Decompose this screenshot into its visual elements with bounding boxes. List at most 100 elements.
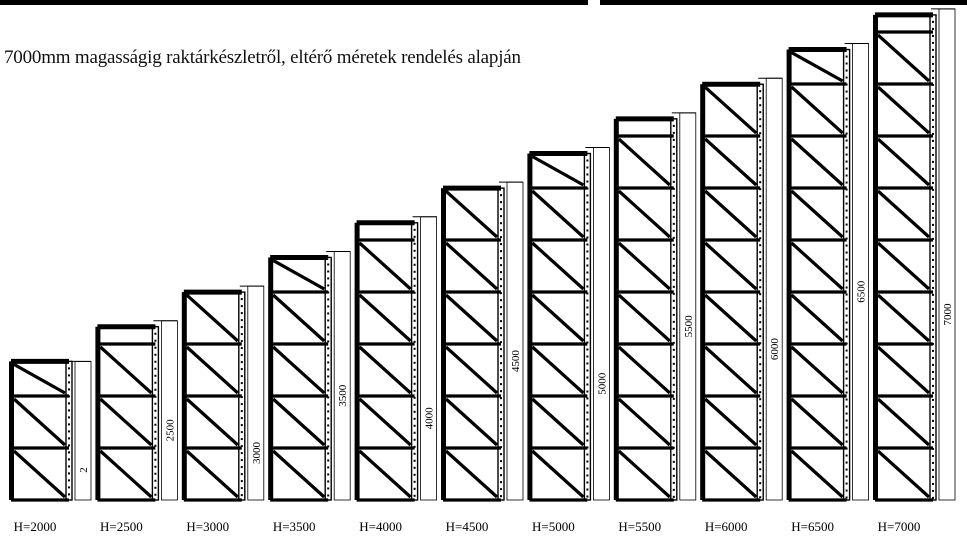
rack-diagonal-brace bbox=[876, 293, 931, 343]
upright-hole bbox=[413, 326, 416, 329]
upright-hole bbox=[845, 272, 848, 275]
upright-hole bbox=[845, 139, 848, 142]
rack-diagonal-brace bbox=[617, 189, 671, 239]
upright-hole bbox=[932, 202, 934, 205]
upright-hole bbox=[586, 180, 589, 183]
upright-hole bbox=[759, 349, 762, 352]
rack-diagonal-brace bbox=[358, 241, 412, 291]
rack-diagonal-brace bbox=[617, 293, 671, 343]
upright-hole bbox=[672, 257, 675, 260]
upright-hole bbox=[932, 34, 934, 37]
upright-hole bbox=[932, 489, 934, 492]
upright-hole bbox=[932, 111, 934, 114]
upright-hole bbox=[932, 146, 934, 149]
upright-hole bbox=[672, 278, 675, 281]
upright-hole bbox=[845, 118, 848, 121]
upright-hole bbox=[845, 377, 848, 380]
dimension-strip bbox=[160, 320, 178, 501]
upright-hole bbox=[932, 41, 934, 44]
upright-hole bbox=[327, 382, 330, 385]
upright-hole bbox=[845, 104, 848, 107]
upright-hole bbox=[240, 403, 243, 406]
rack-diagonal-brace bbox=[12, 397, 67, 447]
upright-hole bbox=[586, 215, 589, 218]
upright-hole bbox=[845, 391, 848, 394]
rack-height-label: H=4000 bbox=[359, 519, 402, 534]
upright-hole bbox=[500, 257, 502, 260]
upright-hole bbox=[672, 369, 675, 372]
upright-hole bbox=[240, 354, 243, 357]
upright-hole bbox=[413, 375, 416, 378]
upright-hole bbox=[240, 410, 243, 413]
dimension-label: 3000 bbox=[251, 442, 263, 465]
upright-hole bbox=[845, 125, 848, 128]
upright-hole bbox=[327, 368, 330, 371]
upright-hole bbox=[672, 432, 675, 435]
upright-hole bbox=[586, 243, 589, 246]
upright-hole bbox=[932, 272, 934, 275]
upright-hole bbox=[932, 20, 934, 23]
rack-diagonal-brace bbox=[790, 137, 844, 187]
upright-hole bbox=[759, 328, 762, 331]
upright-hole bbox=[413, 480, 416, 483]
upright-hole bbox=[500, 418, 502, 421]
upright-hole bbox=[672, 313, 675, 316]
upright-hole bbox=[845, 475, 848, 478]
upright-hole bbox=[932, 349, 934, 352]
rack-upright-left bbox=[786, 49, 792, 501]
upright-hole bbox=[413, 396, 416, 399]
upright-hole bbox=[759, 426, 762, 429]
upright-hole bbox=[68, 444, 70, 447]
upright-hole bbox=[759, 433, 762, 436]
upright-hole bbox=[154, 388, 157, 391]
rack-height-label: H=5500 bbox=[618, 519, 661, 534]
upright-hole bbox=[672, 488, 675, 491]
upright-hole bbox=[845, 132, 848, 135]
upright-hole bbox=[672, 376, 675, 379]
upright-hole bbox=[672, 124, 675, 127]
upright-hole bbox=[845, 321, 848, 324]
upright-hole bbox=[586, 439, 589, 442]
dimension-label: 2 bbox=[78, 467, 90, 473]
rack-diagonal-brace bbox=[444, 293, 499, 343]
upright-hole bbox=[672, 236, 675, 239]
rack-diagonal-brace bbox=[444, 189, 499, 239]
upright-hole bbox=[327, 494, 330, 497]
upright-hole bbox=[586, 222, 589, 225]
upright-hole bbox=[327, 480, 330, 483]
upright-hole bbox=[845, 62, 848, 65]
upright-hole bbox=[759, 468, 762, 471]
upright-hole bbox=[932, 307, 934, 310]
upright-hole bbox=[759, 118, 762, 121]
upright-hole bbox=[845, 209, 848, 212]
rack-diagonal-brace bbox=[704, 293, 758, 343]
upright-hole bbox=[154, 423, 157, 426]
upright-hole bbox=[586, 208, 589, 211]
upright-hole bbox=[413, 417, 416, 420]
upright-hole bbox=[500, 488, 502, 491]
upright-hole bbox=[845, 97, 848, 100]
upright-hole bbox=[327, 424, 330, 427]
rack-diagonal-brace bbox=[12, 449, 67, 499]
upright-hole bbox=[932, 55, 934, 58]
upright-hole bbox=[500, 432, 502, 435]
upright-hole bbox=[154, 367, 157, 370]
upright-hole bbox=[845, 160, 848, 163]
rack-diagonal-brace bbox=[876, 137, 931, 187]
upright-hole bbox=[672, 215, 675, 218]
rack-diagonal-brace bbox=[617, 397, 671, 447]
upright-hole bbox=[672, 397, 675, 400]
upright-hole bbox=[154, 339, 157, 342]
upright-hole bbox=[586, 334, 589, 337]
upright-hole bbox=[586, 418, 589, 421]
upright-hole bbox=[759, 90, 762, 93]
upright-hole bbox=[586, 327, 589, 330]
upright-hole bbox=[413, 249, 416, 252]
upright-hole bbox=[932, 97, 934, 100]
rack-diagonal-brace bbox=[185, 345, 239, 395]
upright-hole bbox=[500, 439, 502, 442]
upright-hole bbox=[759, 258, 762, 261]
upright-hole bbox=[672, 152, 675, 155]
upright-hole bbox=[932, 377, 934, 380]
upright-hole bbox=[845, 174, 848, 177]
